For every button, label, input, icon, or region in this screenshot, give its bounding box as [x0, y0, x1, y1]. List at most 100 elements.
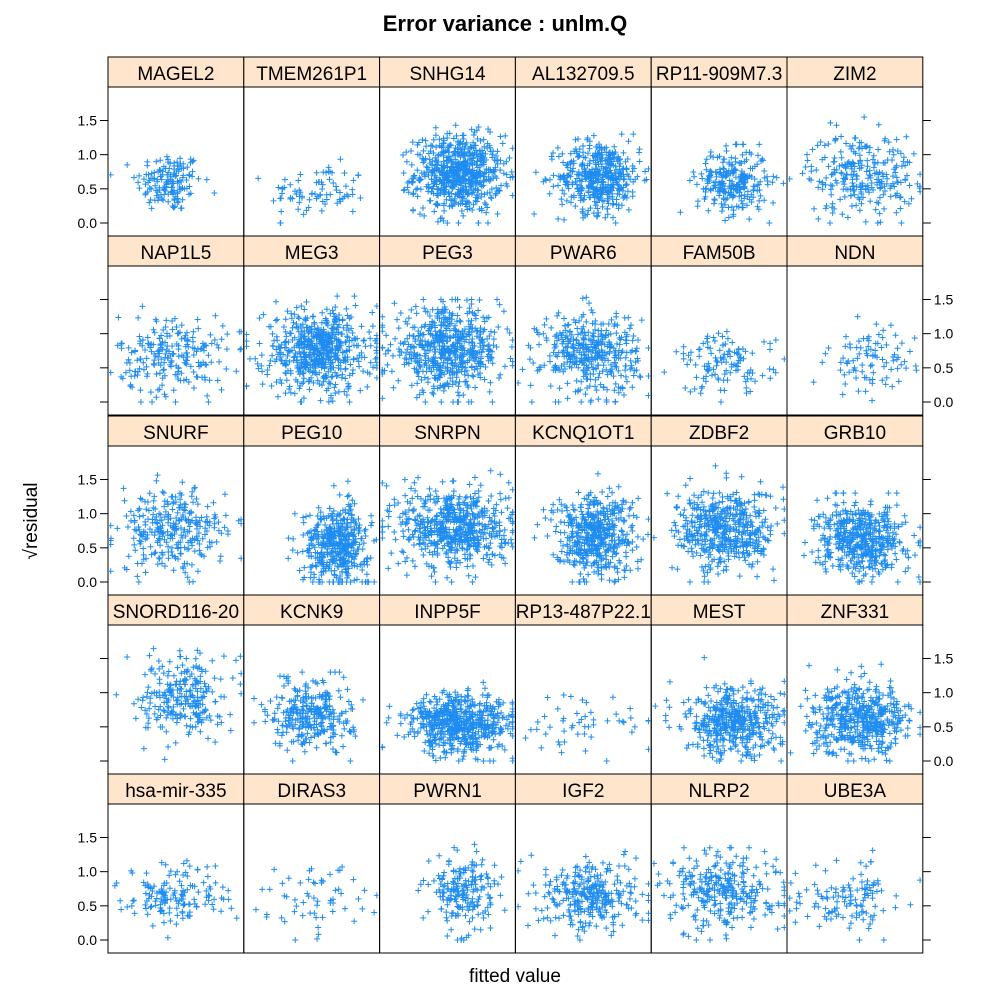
data-point [322, 200, 329, 207]
data-point [732, 174, 739, 181]
data-point [356, 363, 363, 370]
data-point [149, 399, 156, 405]
data-point [604, 386, 611, 393]
data-point [425, 341, 432, 348]
data-point [756, 141, 763, 148]
data-point [408, 355, 415, 362]
data-point [699, 383, 706, 390]
data-point [858, 164, 865, 171]
data-point [343, 569, 350, 576]
data-point [415, 373, 422, 380]
data-point [412, 303, 419, 310]
data-point [435, 218, 442, 225]
data-point [717, 399, 724, 405]
data-point [489, 348, 496, 355]
data-point [193, 348, 200, 355]
data-point [417, 176, 424, 183]
data-point [766, 346, 773, 353]
data-point [629, 168, 636, 175]
data-point [756, 197, 763, 204]
data-point [633, 345, 640, 352]
data-point [550, 183, 557, 190]
data-point [139, 496, 146, 503]
data-point [213, 539, 220, 546]
data-point [751, 183, 758, 190]
data-point [554, 312, 561, 319]
data-point [142, 347, 149, 354]
data-point [575, 364, 582, 371]
data-point [612, 380, 619, 387]
data-point [308, 328, 315, 335]
data-point [146, 490, 153, 497]
data-point [328, 374, 335, 381]
data-point [585, 173, 592, 180]
data-point [766, 365, 773, 372]
data-point [186, 191, 193, 198]
data-point [475, 187, 482, 194]
data-point [269, 342, 276, 349]
data-point [601, 171, 608, 178]
data-point [373, 350, 379, 357]
data-point [468, 339, 475, 346]
data-point [584, 135, 591, 141]
data-point [408, 382, 415, 389]
data-point [741, 195, 748, 202]
data-point [580, 142, 587, 149]
data-point [892, 169, 899, 176]
data-point [843, 333, 850, 340]
data-point [838, 170, 845, 177]
data-point [604, 206, 611, 213]
data-point [429, 166, 436, 173]
data-point [194, 537, 201, 544]
data-point [875, 146, 882, 153]
data-point [306, 529, 313, 536]
data-point [429, 318, 436, 325]
data-point [409, 557, 416, 564]
data-point [497, 496, 504, 503]
data-point [479, 337, 486, 344]
data-point [725, 204, 732, 211]
data-point [883, 359, 890, 366]
data-point [136, 185, 143, 192]
data-point [459, 364, 466, 371]
data-point [475, 220, 482, 226]
data-point [166, 165, 173, 172]
data-point [441, 343, 448, 350]
data-point [153, 158, 160, 165]
data-point [592, 383, 599, 390]
data-point [738, 168, 745, 175]
data-point [894, 365, 901, 372]
data-point [849, 165, 856, 172]
data-point [147, 196, 154, 203]
data-point [176, 329, 183, 336]
data-point [172, 523, 179, 530]
data-point [190, 157, 197, 164]
data-point [324, 352, 331, 359]
data-point [328, 338, 335, 345]
data-point [597, 381, 604, 388]
data-point [722, 196, 729, 203]
data-point [440, 165, 447, 172]
data-point [682, 384, 689, 391]
data-point [336, 575, 343, 582]
data-point [474, 135, 481, 142]
data-point [561, 361, 568, 368]
data-point [400, 151, 407, 158]
strip-label: SNRPN [414, 423, 481, 444]
data-point [850, 171, 857, 178]
data-point [346, 503, 353, 510]
data-point [588, 361, 595, 368]
data-point [584, 211, 591, 218]
data-point [153, 371, 160, 378]
data-point [415, 332, 422, 339]
data-point [493, 344, 500, 351]
data-point [496, 187, 503, 194]
data-point [613, 310, 620, 317]
data-point [334, 372, 341, 379]
data-point [136, 526, 143, 533]
data-point [410, 352, 417, 359]
data-point [414, 380, 421, 387]
data-point [453, 132, 460, 139]
data-point [196, 517, 203, 524]
